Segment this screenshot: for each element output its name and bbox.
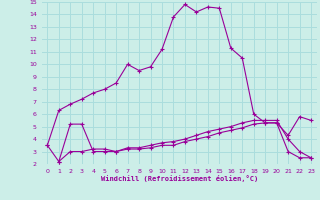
X-axis label: Windchill (Refroidissement éolien,°C): Windchill (Refroidissement éolien,°C) [100, 175, 258, 182]
